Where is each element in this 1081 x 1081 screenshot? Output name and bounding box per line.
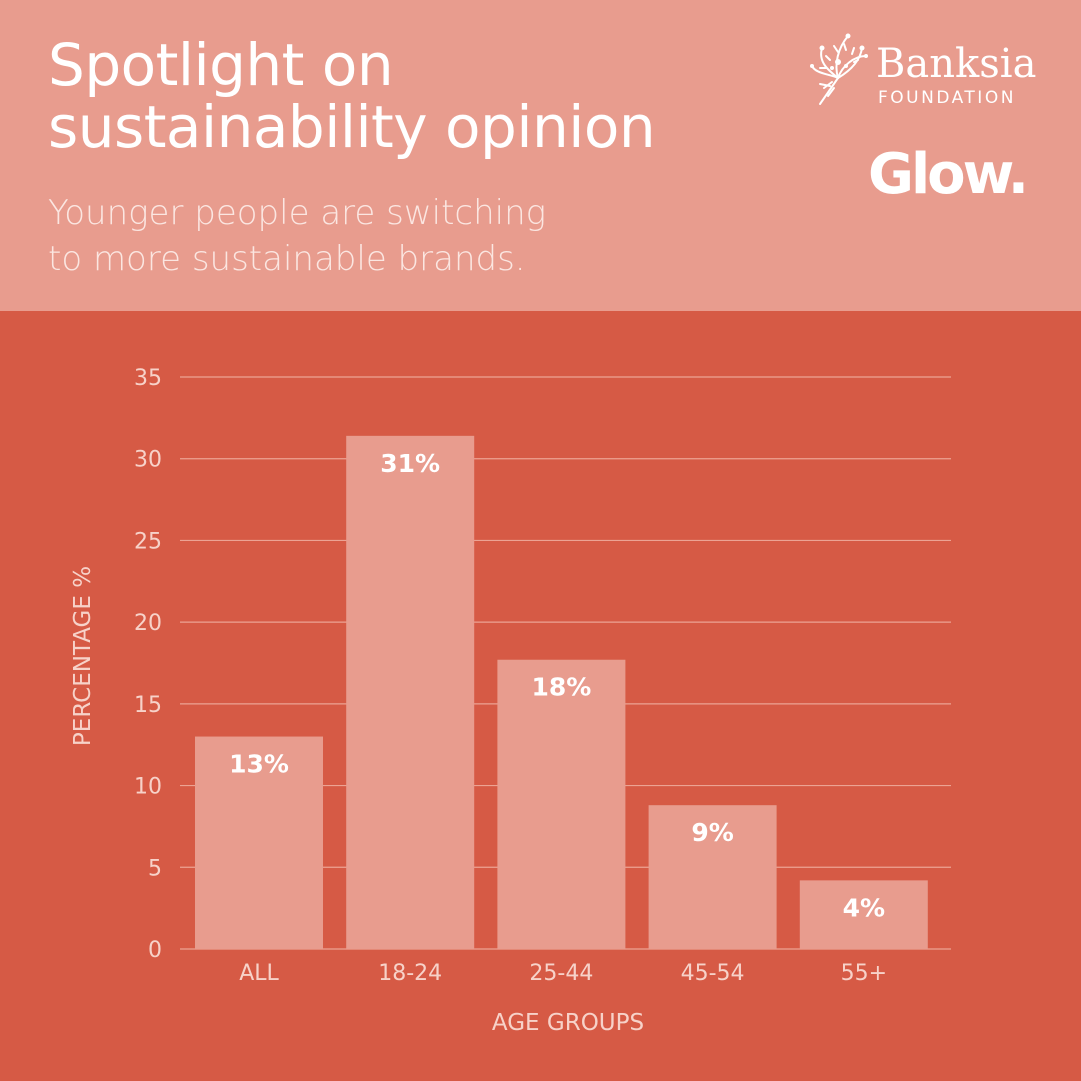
y-tick-label: 10 (134, 775, 162, 800)
banksia-foundation-logo: Banksia FOUNDATION (808, 26, 1058, 110)
subtitle-line-1: Younger people are switching (48, 193, 547, 233)
bar-data-label: 18% (531, 673, 591, 702)
bar (497, 659, 626, 949)
y-axis-label: PERCENTAGE % (70, 566, 96, 746)
glow-logo: Glow. (868, 142, 1029, 207)
x-tick-label: 18-24 (378, 961, 442, 986)
bar-chart: 0 5 10 15 20 25 30 35 13% 31% 18% 9% 4% ALL 18-24 25-… (70, 366, 951, 1036)
y-tick-label: 0 (148, 938, 162, 963)
bar-data-label: 31% (380, 449, 440, 478)
banksia-logo-subtitle: FOUNDATION (878, 88, 1016, 108)
y-tick-label: 35 (134, 366, 162, 391)
page-title: Spotlight on sustainability opinion (48, 31, 656, 161)
y-tick-label: 25 (134, 529, 162, 554)
banksia-flower-icon (810, 33, 868, 105)
y-axis-ticks: 0 5 10 15 20 25 30 35 (134, 366, 162, 963)
subtitle-line-2: to more sustainable brands. (48, 239, 526, 279)
title-line-1: Spotlight on (48, 31, 394, 99)
x-axis-label: AGE GROUPS (492, 1010, 644, 1036)
x-tick-label: 45-54 (681, 961, 745, 986)
x-tick-label: 55+ (841, 961, 887, 986)
x-tick-label: ALL (239, 961, 279, 986)
y-tick-label: 20 (134, 611, 162, 636)
bar (799, 880, 928, 949)
bar (346, 435, 475, 949)
bar-data-label: 9% (691, 818, 733, 847)
x-axis-ticks: ALL 18-24 25-44 45-54 55+ (239, 961, 887, 986)
banksia-logo-name: Banksia (876, 41, 1037, 87)
y-tick-label: 30 (134, 448, 162, 473)
header-panel: Spotlight on sustainability opinion Youn… (0, 0, 1081, 311)
bars: 13% 31% 18% 9% 4% (195, 435, 928, 949)
bar (195, 736, 323, 949)
bar (648, 805, 777, 949)
bar-data-label: 4% (843, 893, 885, 922)
y-tick-label: 5 (148, 856, 162, 881)
page-subtitle: Younger people are switching to more sus… (48, 190, 648, 282)
bar-data-label: 13% (229, 750, 289, 779)
title-line-2: sustainability opinion (48, 93, 656, 161)
y-tick-label: 15 (134, 693, 162, 718)
x-tick-label: 25-44 (529, 961, 593, 986)
